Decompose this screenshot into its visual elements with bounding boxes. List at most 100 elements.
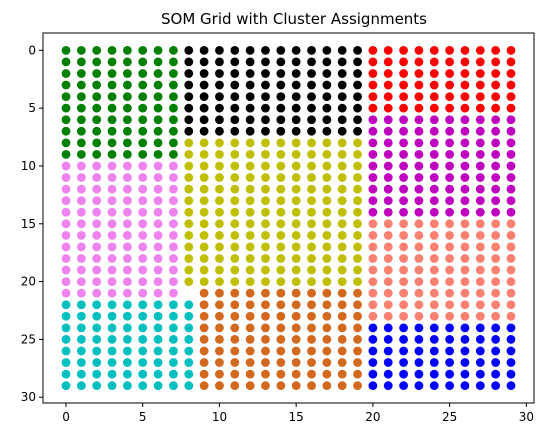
point-violet (138, 242, 148, 252)
point-olive (322, 277, 332, 286)
point-violet (153, 288, 163, 298)
point-chocolate (199, 300, 209, 310)
point-olive (245, 277, 255, 286)
point-magenta (399, 138, 408, 148)
point-olive (353, 230, 362, 240)
point-violet (153, 173, 163, 182)
point-magenta (491, 196, 501, 206)
point-blue (506, 369, 516, 379)
point-chocolate (291, 335, 301, 344)
point-chocolate (353, 358, 362, 367)
point-green (138, 57, 148, 67)
point-magenta (399, 115, 408, 125)
point-magenta (414, 126, 424, 136)
point-magenta (445, 196, 455, 206)
point-olive (307, 219, 316, 229)
point-chocolate (322, 358, 332, 367)
y-tick-label: 5 (28, 101, 36, 115)
point-black (337, 69, 347, 78)
point-magenta (383, 150, 393, 159)
point-olive (245, 265, 255, 275)
point-olive (291, 173, 301, 182)
point-violet (169, 265, 178, 275)
point-olive (199, 254, 209, 263)
point-olive (245, 254, 255, 263)
point-red (429, 92, 439, 101)
point-red (368, 103, 378, 113)
point-violet (169, 230, 178, 240)
point-cyan (169, 323, 178, 333)
point-magenta (399, 161, 408, 171)
point-red (368, 57, 378, 67)
point-black (353, 45, 362, 55)
point-black (322, 126, 332, 136)
point-blue (399, 323, 408, 333)
point-violet (153, 196, 163, 206)
point-cyan (76, 311, 86, 321)
point-red (399, 45, 408, 55)
point-cyan (92, 311, 102, 321)
point-green (107, 80, 117, 90)
point-salmon (368, 300, 378, 310)
point-olive (230, 242, 240, 252)
point-magenta (414, 173, 424, 182)
point-olive (322, 207, 332, 217)
point-chocolate (245, 369, 255, 379)
point-olive (261, 184, 270, 194)
point-cyan (107, 369, 117, 379)
point-cyan (153, 358, 163, 367)
point-olive (184, 150, 194, 159)
point-cyan (138, 381, 148, 391)
point-olive (215, 196, 224, 206)
point-olive (276, 207, 286, 217)
point-chocolate (261, 311, 270, 321)
point-olive (261, 254, 270, 263)
point-cyan (76, 335, 86, 344)
point-violet (138, 277, 148, 286)
point-green (138, 126, 148, 136)
point-salmon (445, 254, 455, 263)
point-salmon (491, 265, 501, 275)
y-tick-label: 0 (28, 43, 36, 57)
point-chocolate (230, 358, 240, 367)
point-salmon (491, 254, 501, 263)
point-salmon (475, 311, 485, 321)
point-red (414, 103, 424, 113)
point-salmon (399, 311, 408, 321)
point-magenta (368, 184, 378, 194)
point-salmon (491, 300, 501, 310)
point-green (107, 57, 117, 67)
point-red (383, 69, 393, 78)
point-black (322, 57, 332, 67)
point-blue (414, 358, 424, 367)
point-red (383, 92, 393, 101)
point-red (445, 57, 455, 67)
point-blue (414, 381, 424, 391)
chart-title: SOM Grid with Cluster Assignments (161, 10, 427, 28)
point-magenta (460, 150, 470, 159)
point-olive (291, 254, 301, 263)
point-olive (199, 242, 209, 252)
point-olive (307, 254, 316, 263)
point-red (429, 45, 439, 55)
point-violet (76, 288, 86, 298)
point-olive (261, 161, 270, 171)
point-olive (261, 265, 270, 275)
point-violet (122, 242, 132, 252)
point-magenta (491, 207, 501, 217)
point-black (276, 80, 286, 90)
point-chocolate (291, 346, 301, 356)
point-black (261, 45, 270, 55)
point-blue (491, 369, 501, 379)
point-salmon (475, 300, 485, 310)
point-salmon (414, 311, 424, 321)
point-violet (107, 277, 117, 286)
point-chocolate (230, 381, 240, 391)
point-salmon (414, 242, 424, 252)
point-chocolate (291, 323, 301, 333)
point-salmon (414, 219, 424, 229)
point-violet (76, 161, 86, 171)
point-salmon (475, 265, 485, 275)
point-violet (107, 207, 117, 217)
